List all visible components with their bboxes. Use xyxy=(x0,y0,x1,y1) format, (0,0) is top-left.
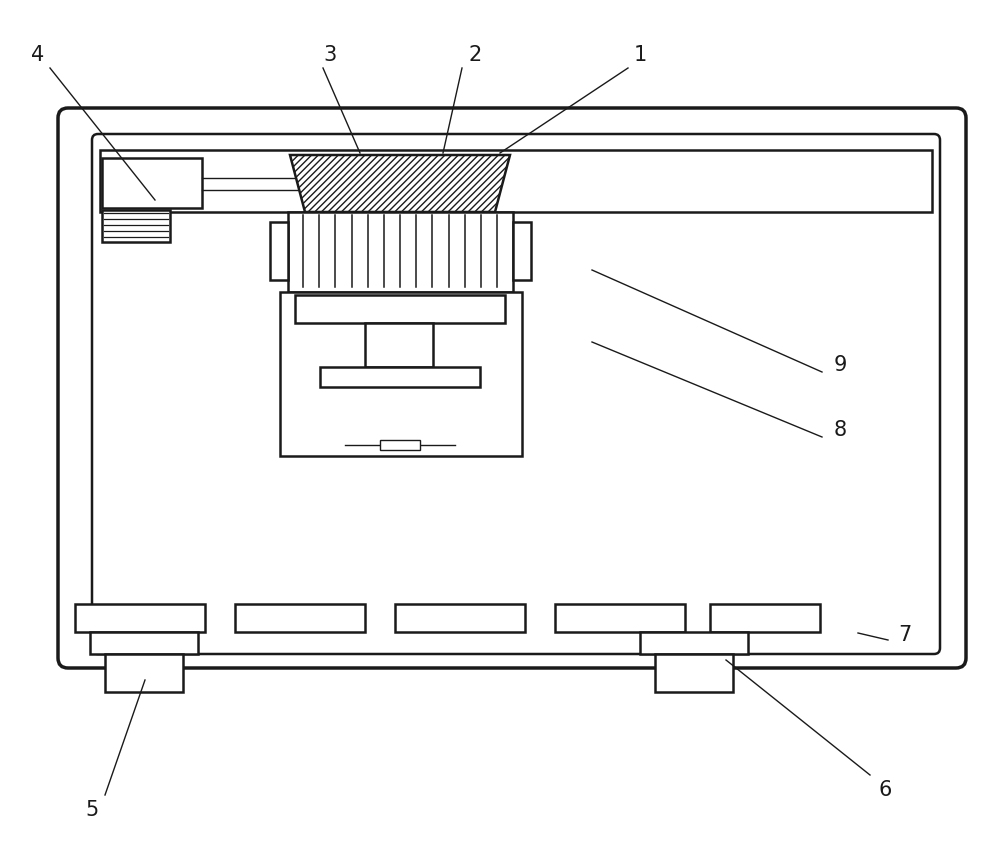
Text: 4: 4 xyxy=(31,45,45,65)
Bar xyxy=(270,222,288,280)
Bar xyxy=(280,292,522,456)
Bar xyxy=(640,632,748,654)
Bar xyxy=(102,210,170,242)
Bar xyxy=(75,604,205,632)
Bar xyxy=(555,604,685,632)
Bar xyxy=(655,654,733,692)
Bar xyxy=(295,295,505,323)
Text: 6: 6 xyxy=(878,780,892,800)
Bar xyxy=(90,632,198,654)
Bar xyxy=(395,604,525,632)
Bar xyxy=(235,604,365,632)
Text: 7: 7 xyxy=(898,625,912,645)
Bar xyxy=(710,604,820,632)
Text: 5: 5 xyxy=(85,800,99,820)
Text: 9: 9 xyxy=(833,355,847,375)
Polygon shape xyxy=(290,155,510,212)
Text: 2: 2 xyxy=(468,45,482,65)
Text: 1: 1 xyxy=(633,45,647,65)
Bar xyxy=(100,150,932,212)
FancyBboxPatch shape xyxy=(58,108,966,668)
Text: 8: 8 xyxy=(833,420,847,440)
Bar xyxy=(365,323,433,367)
Bar xyxy=(105,654,183,692)
Text: 3: 3 xyxy=(323,45,337,65)
Bar xyxy=(513,222,531,280)
Bar xyxy=(380,440,420,450)
Bar xyxy=(102,158,202,208)
Bar xyxy=(320,367,480,387)
Bar xyxy=(288,212,513,292)
